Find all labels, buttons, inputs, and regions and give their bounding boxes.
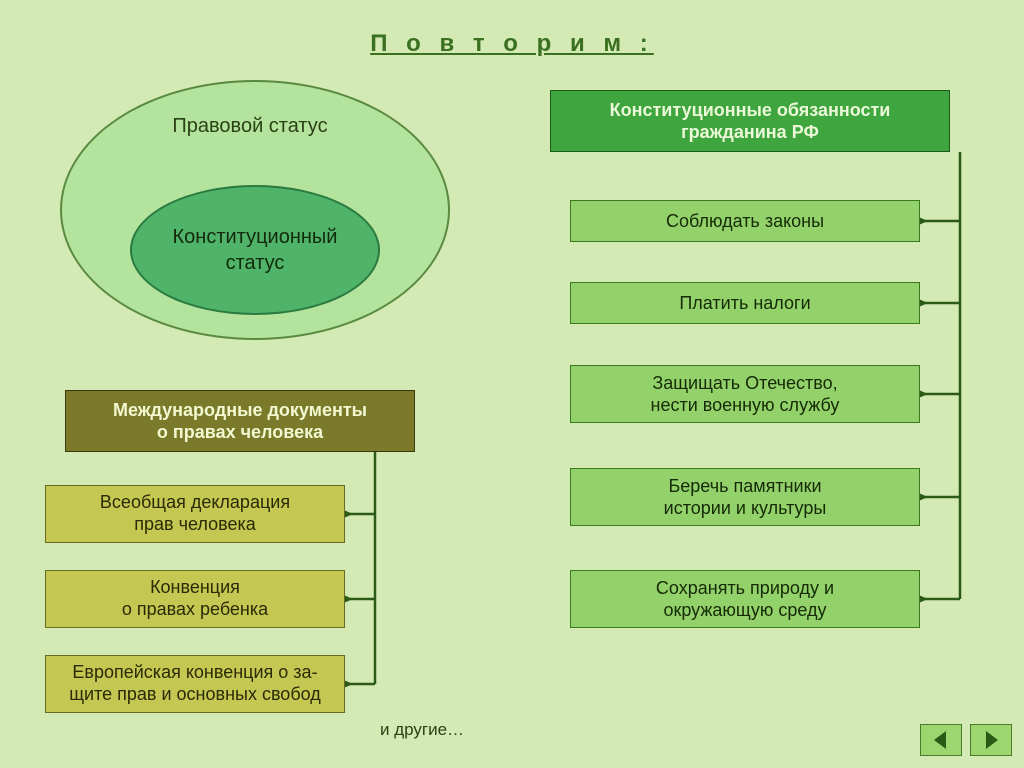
nav-prev-button[interactable] bbox=[920, 724, 962, 756]
right-item-0: Соблюдать законы bbox=[570, 200, 920, 242]
ellipse-outer-label: Правовой статус bbox=[110, 115, 390, 138]
footer-text: и другие… bbox=[380, 720, 464, 740]
left-item-2: Европейская конвенция о за-щите прав и о… bbox=[45, 655, 345, 713]
left-item-1: Конвенцияо правах ребенка bbox=[45, 570, 345, 628]
right-item-4: Сохранять природу иокружающую среду bbox=[570, 570, 920, 628]
right-item-1: Платить налоги bbox=[570, 282, 920, 324]
right-item-3: Беречь памятникиистории и культуры bbox=[570, 468, 920, 526]
page-title: П о в т о р и м : bbox=[0, 30, 1024, 58]
left-header: Международные документыо правах человека bbox=[65, 390, 415, 452]
right-header: Конституционные обязанностигражданина РФ bbox=[550, 90, 950, 152]
ellipse-inner: Конституционныйстатус bbox=[130, 185, 380, 315]
nav-next-button[interactable] bbox=[970, 724, 1012, 756]
right-item-2: Защищать Отечество,нести военную службу bbox=[570, 365, 920, 423]
left-item-0: Всеобщая декларацияправ человека bbox=[45, 485, 345, 543]
